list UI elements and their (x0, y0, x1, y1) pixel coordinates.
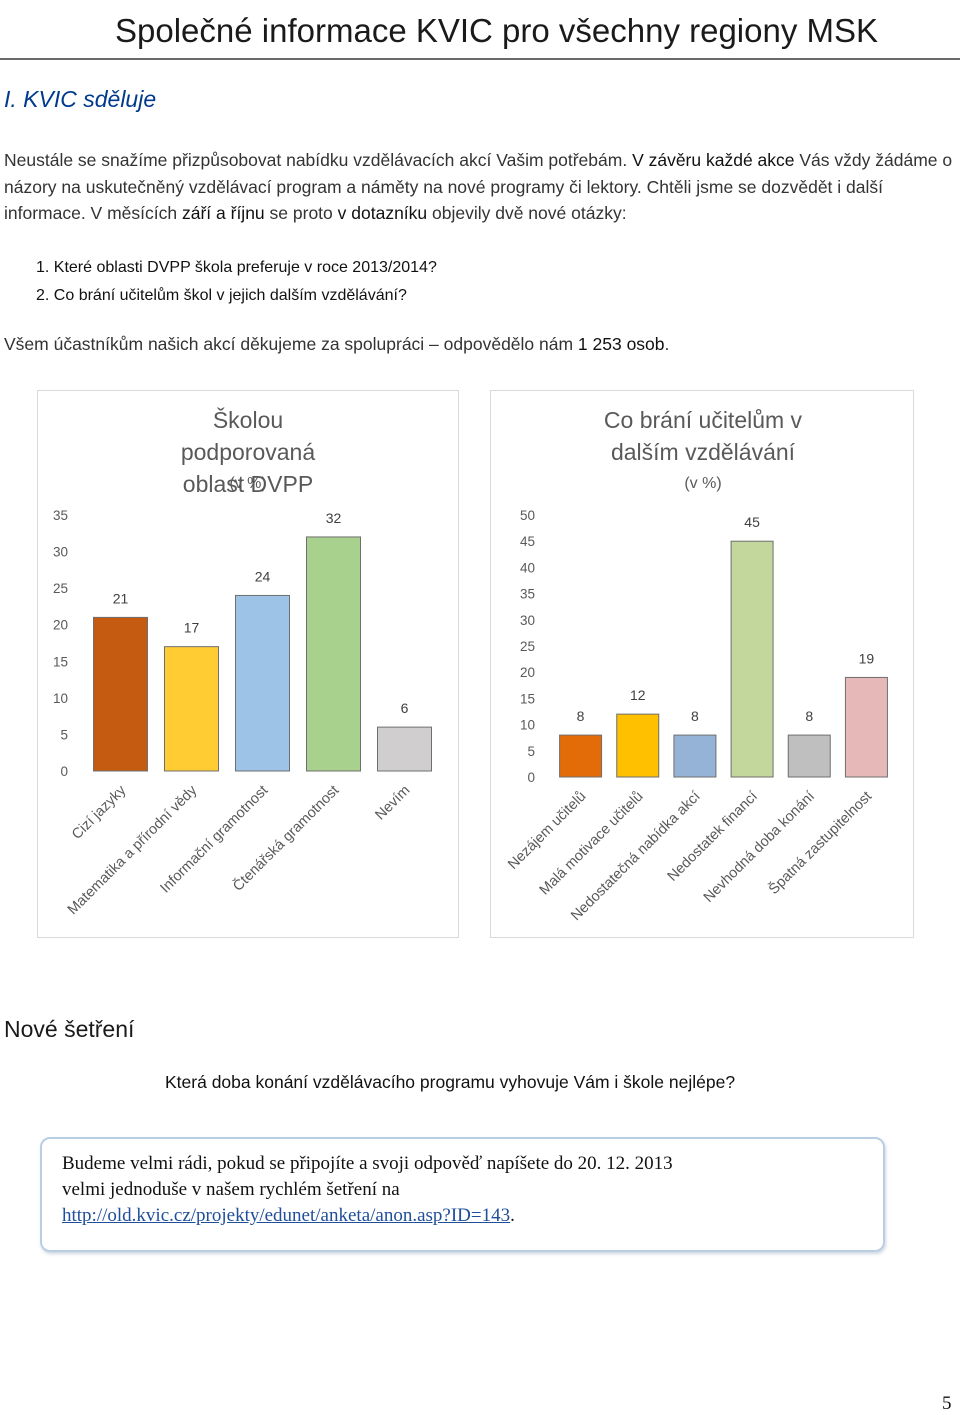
chart-frame-dvpp (37, 390, 459, 938)
data-label: 21 (113, 590, 129, 606)
y-tick-label: 20 (53, 618, 68, 633)
y-tick-label: 30 (520, 613, 535, 628)
y-tick-label: 25 (53, 581, 68, 596)
category-label: Nevhodná doba konání (701, 789, 818, 906)
y-tick-label: 20 (520, 665, 535, 680)
y-tick-label: 25 (520, 639, 535, 654)
y-tick-label: 45 (520, 534, 535, 549)
chart-title: dalším vzdělávání (611, 439, 796, 465)
data-label: 12 (630, 687, 646, 703)
y-tick-label: 35 (520, 587, 535, 602)
chart-title: Co brání učitelům v (604, 407, 803, 433)
bar (730, 540, 774, 778)
bar (787, 734, 831, 778)
chart-title: Školou (213, 406, 283, 433)
bar (377, 726, 432, 772)
callout-line-2: velmi jednoduše v našem rychlém šetření … (62, 1179, 400, 1200)
category-label: Malá motivace učitelů (537, 789, 647, 899)
data-label: 8 (805, 708, 813, 724)
callout-end: . (510, 1205, 515, 1226)
callout-line-1: Budeme velmi rádi, pokud se připojíte a … (62, 1153, 673, 1174)
category-label: Cizí jazyky (69, 782, 130, 843)
bar (306, 536, 361, 772)
page-header-title: Společné informace KVIC pro všechny regi… (115, 12, 879, 49)
y-tick-label: 15 (53, 654, 68, 669)
y-tick-label: 40 (520, 560, 535, 575)
intro-text-2: Vás vždy žádáme o názory na uskutečněný … (4, 150, 953, 223)
section-title: I. KVIC sděluje (4, 86, 157, 112)
y-tick-label: 35 (53, 508, 68, 523)
bar (93, 616, 148, 772)
data-label: 8 (691, 708, 699, 724)
new-survey-title: Nové šetření (4, 1016, 135, 1042)
survey-link[interactable]: http://old.kvic.cz/projekty/edunet/anket… (62, 1205, 511, 1226)
callout-text: Budeme velmi rádi, pokud se připojíte a … (62, 1151, 822, 1229)
respondent-count: 1 253 osob (577, 334, 665, 354)
y-tick-label: 15 (520, 691, 535, 706)
data-label: 32 (326, 510, 342, 526)
bar (673, 734, 717, 778)
chart-frame-barriers (490, 390, 914, 938)
question-item: 2. Co brání učitelům škol v jejich další… (36, 287, 407, 304)
survey-question: Která doba konání vzdělávacího programu … (165, 1072, 736, 1092)
y-tick-label: 30 (53, 545, 68, 560)
chart-subtitle: (v %) (684, 475, 721, 492)
callout-box (40, 1137, 885, 1252)
intro-emph-2: září a říjnu (181, 203, 265, 223)
category-label: Nevím (372, 783, 413, 824)
data-label: 45 (744, 514, 760, 530)
data-label: 6 (401, 700, 409, 716)
y-tick-label: 0 (527, 770, 535, 785)
chart-subtitle: (v %) (229, 475, 266, 492)
y-tick-label: 0 (60, 764, 68, 779)
intro-text-3: se proto (264, 203, 338, 223)
bar (844, 676, 888, 778)
y-tick-label: 50 (520, 508, 535, 523)
category-label: Špatná zastupitelnost (765, 788, 875, 898)
data-label: 24 (255, 568, 271, 584)
chart-title: podporovaná (181, 439, 315, 465)
bar (616, 713, 660, 778)
data-label: 8 (577, 708, 585, 724)
y-tick-label: 10 (520, 718, 535, 733)
thanks-line: Všem účastníkům našich akcí děkujeme za … (4, 334, 669, 355)
bar (164, 646, 219, 772)
question-list: 1. Které oblasti DVPP škola preferuje v … (36, 254, 437, 310)
chart-title: oblast DVPP (183, 471, 313, 497)
data-label: 19 (859, 650, 875, 666)
page-number: 5 (942, 1393, 952, 1414)
intro-emph-3: v dotazníku (337, 203, 428, 223)
data-label: 17 (184, 620, 200, 636)
thanks-end: . (664, 334, 670, 354)
thanks-text: Všem účastníkům našich akcí děkujeme za … (4, 334, 578, 354)
intro-text-4: objevily dvě nové otázky: (427, 203, 627, 223)
y-tick-label: 10 (53, 691, 68, 706)
intro-text-1: Neustále se snažíme přizpůsobovat nabídk… (4, 150, 633, 170)
bar (235, 594, 290, 772)
intro-paragraph: Neustále se snažíme přizpůsobovat nabídk… (4, 147, 956, 227)
bar (559, 734, 603, 778)
y-tick-label: 5 (60, 727, 68, 742)
question-item: 1. Které oblasti DVPP škola preferuje v … (36, 259, 437, 276)
category-label: Matematika a přírodní vědy (65, 782, 201, 918)
y-tick-label: 5 (527, 744, 535, 759)
intro-emph-1: V závěru každé akce (632, 150, 795, 170)
header-divider (0, 58, 960, 60)
